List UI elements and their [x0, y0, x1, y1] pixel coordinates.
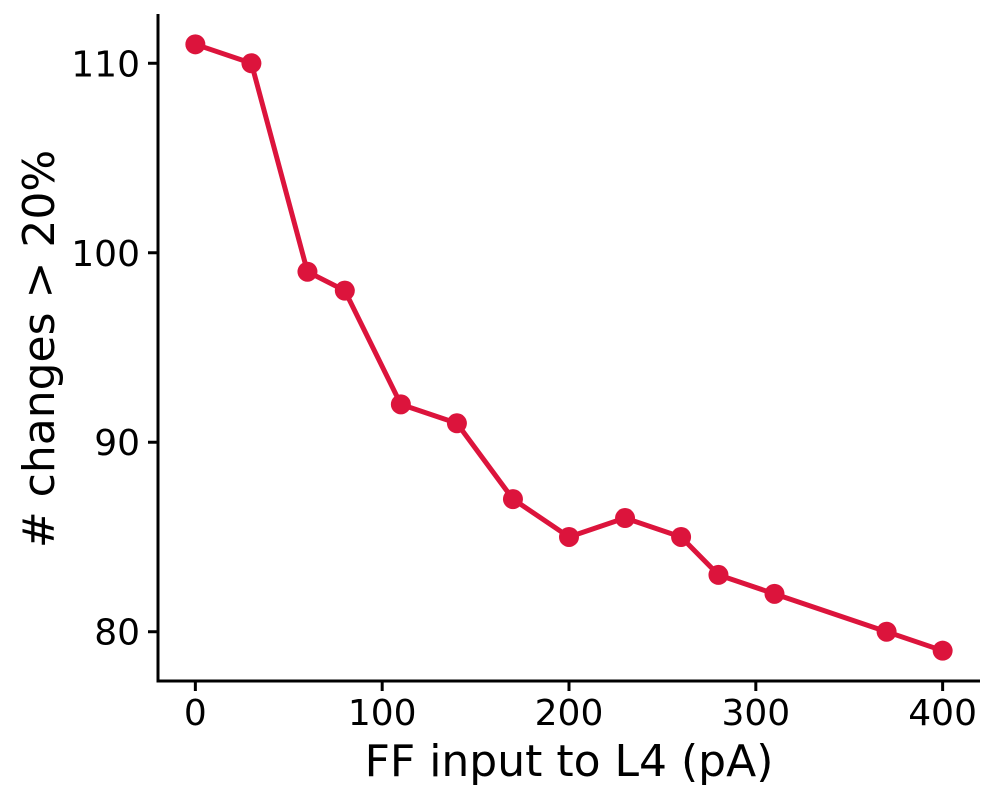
data-point [876, 621, 897, 642]
data-point [390, 394, 411, 415]
data-point [764, 583, 785, 604]
x-tick-label: 300 [721, 693, 790, 734]
data-point [559, 526, 579, 547]
data-point [185, 34, 206, 55]
data-point [708, 564, 729, 585]
data-point [297, 261, 318, 282]
y-tick-label: 100 [71, 234, 140, 275]
x-tick-label: 100 [348, 693, 417, 734]
data-point [932, 640, 953, 661]
data-point [241, 53, 262, 74]
x-tick-label: 0 [184, 693, 207, 734]
x-axis-label: FF input to L4 (pA) [365, 736, 774, 787]
y-tick-label: 110 [71, 44, 140, 85]
y-axis: 80 90 100 110 [71, 14, 160, 683]
x-tick-label: 200 [535, 693, 604, 734]
series-line [192, 41, 946, 654]
data-point [671, 526, 692, 547]
data-point [334, 280, 355, 301]
x-axis: 0 100 200 300 400 [156, 679, 980, 734]
data-point [615, 508, 636, 529]
data-point [502, 489, 523, 510]
x-tick-label: 400 [908, 693, 977, 734]
y-axis-label: # changes > 20% [14, 150, 65, 548]
series-layer [185, 34, 953, 661]
data-point [446, 413, 467, 434]
y-tick-label: 90 [94, 423, 140, 464]
y-tick-label: 80 [94, 613, 140, 654]
